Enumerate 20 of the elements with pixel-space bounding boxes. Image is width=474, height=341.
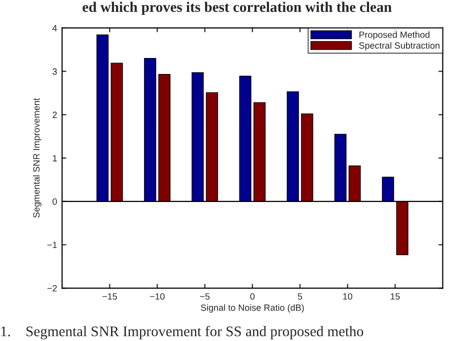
y-tick-label: 4 bbox=[52, 25, 57, 32]
y-tick-label: 2 bbox=[52, 112, 57, 118]
x-tick-label: −15 bbox=[102, 293, 117, 300]
text: 1. Segmental SNR Improvement for SS and proposed metho bbox=[1, 326, 364, 340]
x-tick-label: 10 bbox=[343, 293, 352, 300]
text: ed which proves its best correlation with the clean bbox=[82, 2, 392, 15]
x-axis-title: Signal to Noise Ratio (dB) bbox=[200, 304, 304, 313]
x-tick-label: −10 bbox=[150, 293, 165, 300]
legend-label: Proposed Method bbox=[359, 31, 430, 40]
x-tick-label: −5 bbox=[200, 293, 210, 300]
x-tick-label: 15 bbox=[390, 293, 400, 300]
y-tick-label: 0 bbox=[52, 198, 57, 205]
x-tick-label: 5 bbox=[298, 293, 302, 300]
y-axis-title: Segmental SNR Improvement bbox=[32, 98, 42, 218]
legend-label: Spectral Subtraction bbox=[359, 42, 440, 50]
y-tick-label: −1 bbox=[47, 242, 57, 248]
y-tick-label: 1 bbox=[52, 155, 57, 162]
y-tick-label: −2 bbox=[47, 285, 57, 292]
y-tick-label: 3 bbox=[52, 68, 57, 75]
x-tick-label: 0 bbox=[250, 293, 255, 300]
